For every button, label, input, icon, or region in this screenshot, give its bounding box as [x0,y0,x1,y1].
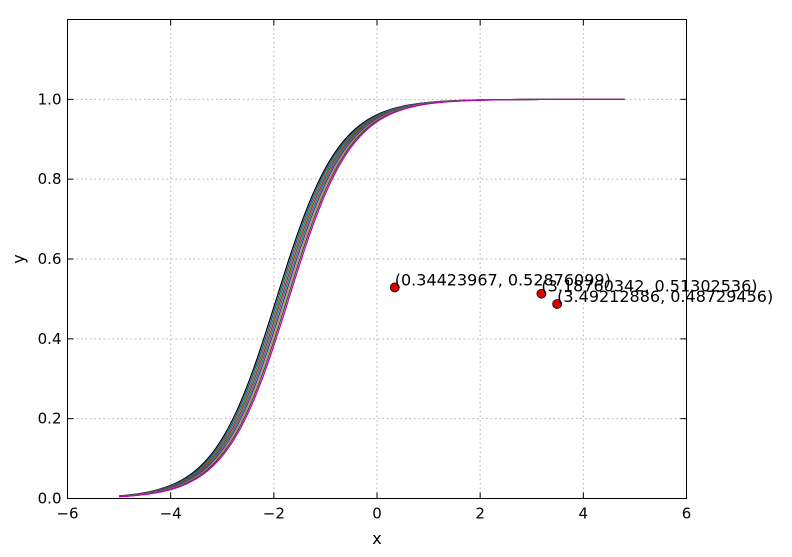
x-tick-label: −6 [56,505,78,523]
series-line [119,98,625,497]
y-tick-label: 0.0 [38,490,62,508]
data-point [536,288,547,299]
axis-ticks [67,19,687,499]
x-tick-labels: −6 −4 −2 0 2 4 6 [56,505,691,523]
series-line [119,98,625,497]
y-tick-label: 0.6 [38,250,62,268]
y-tick-label: 0.4 [38,330,62,348]
data-point [552,299,563,309]
x-tick-label: 2 [475,505,485,523]
annotated-points: (0.34423967, 0.52876099)(3.18760342, 0.5… [389,270,773,309]
point-annotation: (3.18760342, 0.51302536) [541,277,757,296]
x-tick-label: 0 [372,505,382,523]
y-tick-label: 0.2 [38,410,62,428]
x-tick-label: 4 [579,505,589,523]
series-line [119,98,625,497]
series-line [119,98,625,497]
data-point [389,282,400,293]
series-line [119,98,625,498]
series-line [119,98,625,497]
series-line [119,98,625,498]
y-axis-label: y [9,254,28,263]
series-line [119,98,625,498]
y-tick-labels: 0.0 0.2 0.4 0.6 0.8 1.0 [38,90,62,507]
y-tick-label: 1.0 [38,90,62,108]
point-annotation: (3.49212886, 0.48729456) [557,287,773,306]
y-tick-label: 0.8 [38,170,62,188]
x-axis-label: x [372,529,381,548]
curve-series [119,98,625,498]
x-tick-label: −2 [263,505,285,523]
point-annotation: (0.34423967, 0.52876099) [395,270,611,289]
x-tick-label: 6 [682,505,692,523]
series-line [119,98,625,498]
grid-lines [67,19,687,499]
x-tick-label: −4 [160,505,182,523]
